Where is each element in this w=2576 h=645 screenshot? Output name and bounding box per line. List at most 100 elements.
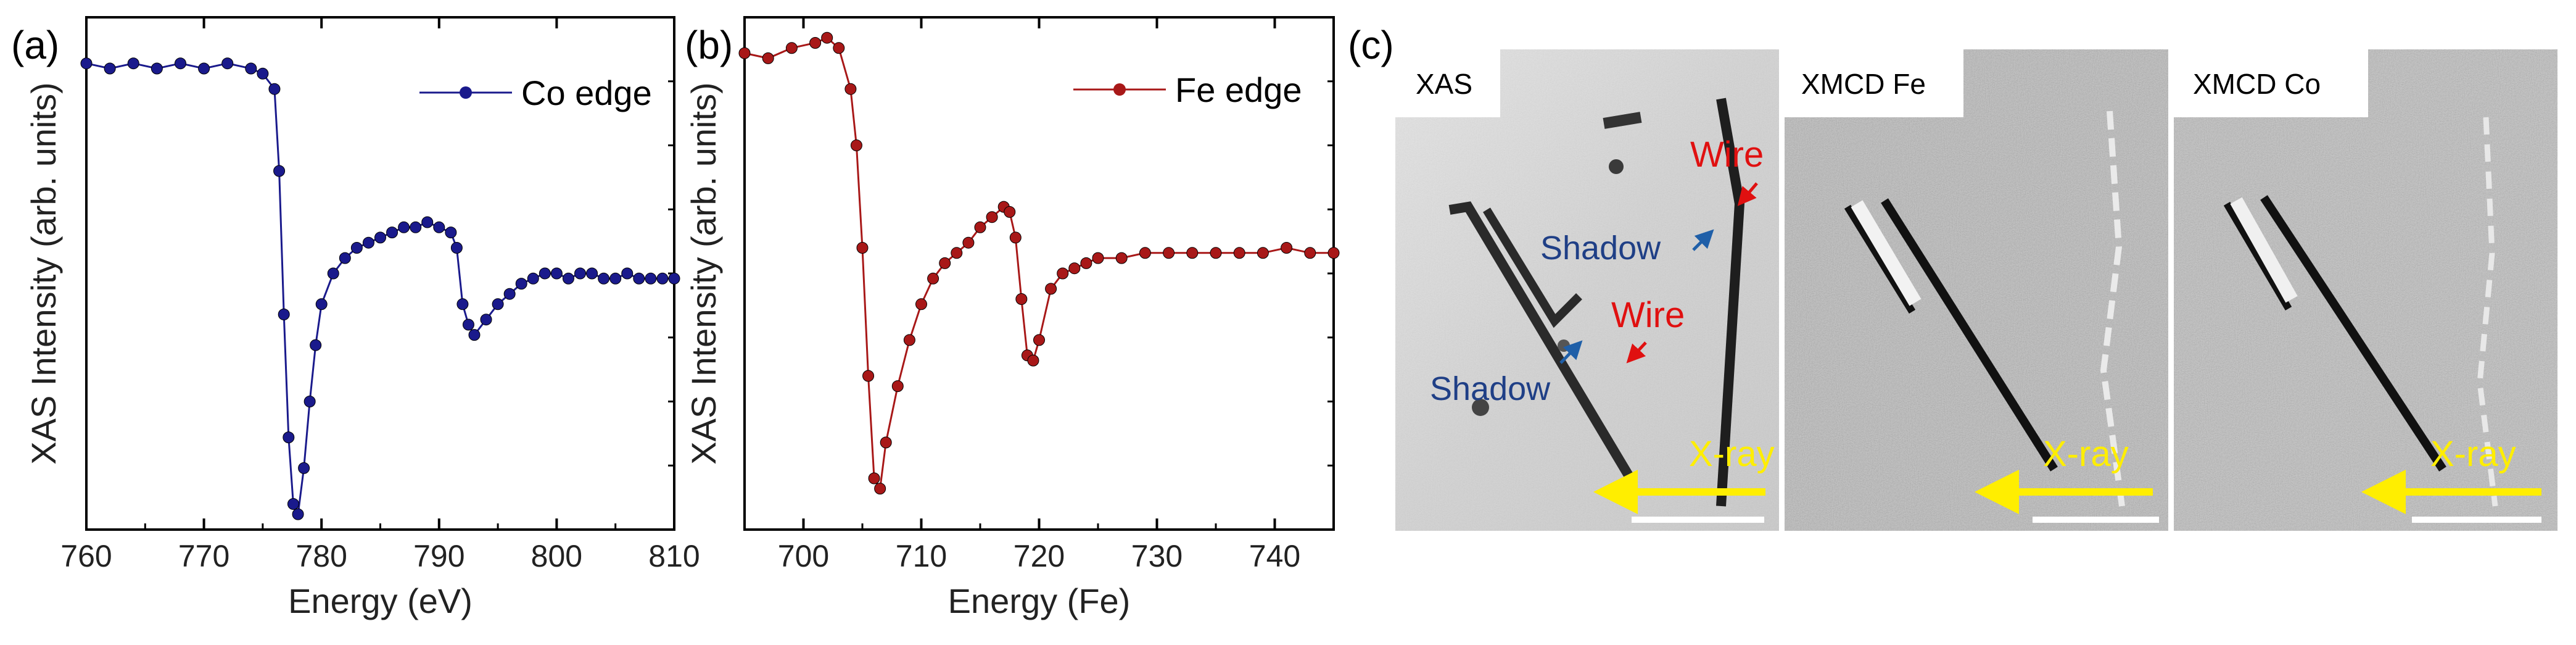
data-point-fe xyxy=(915,298,927,310)
x-axis-title-fe: Energy (Fe) xyxy=(948,581,1131,620)
data-point-fe xyxy=(868,472,880,485)
x-tick-label-co: 790 xyxy=(413,539,464,573)
data-point-co xyxy=(127,57,139,70)
x-axis-title-co: Energy (eV) xyxy=(288,581,473,620)
data-point-co xyxy=(315,298,328,310)
data-point-co xyxy=(410,221,422,233)
xmcd-fe-annotation-xray: X-ray xyxy=(2043,434,2129,474)
xas-shadow-wire-2 xyxy=(1483,207,1582,328)
xmcd-co-dark-edge-2 xyxy=(2260,195,2446,472)
data-point-co xyxy=(310,339,322,351)
data-point-co xyxy=(633,272,645,285)
data-point-fe xyxy=(1068,262,1081,275)
data-point-fe xyxy=(880,436,892,449)
xmcd-co-bright-edge xyxy=(2230,197,2298,303)
data-point-co xyxy=(421,216,434,228)
data-point-fe xyxy=(809,37,822,49)
data-point-co xyxy=(350,242,363,254)
image-xas: XAS Wire Shadow Wire Shadow X-ray xyxy=(1395,49,1779,531)
chart-co-edge: 760 770 780 790 800 810 Energy (eV) XAS Intensi… xyxy=(24,16,700,620)
xmcd-fe-bright-trace xyxy=(2100,110,2125,507)
data-point-fe xyxy=(1115,252,1128,264)
data-point-co xyxy=(386,227,398,239)
data-point-co xyxy=(562,272,574,285)
x-tick-label-fe: 730 xyxy=(1131,539,1183,573)
data-point-fe xyxy=(1233,247,1245,259)
xas-title-box xyxy=(1395,49,1500,117)
data-point-co xyxy=(503,288,516,300)
data-point-co xyxy=(80,57,93,70)
xas-image-noise xyxy=(1395,49,1779,531)
data-point-co xyxy=(621,267,634,280)
data-point-co xyxy=(656,272,669,285)
data-point-fe xyxy=(1004,206,1016,218)
data-point-fe xyxy=(1281,242,1293,254)
x-tick-label-fe: 720 xyxy=(1013,539,1065,573)
data-point-fe xyxy=(850,139,862,151)
data-point-co xyxy=(480,314,492,326)
data-point-co xyxy=(550,267,563,280)
data-point-fe xyxy=(927,272,939,285)
data-point-fe xyxy=(1327,247,1340,259)
panel-label-b: (b) xyxy=(685,23,733,67)
data-point-co xyxy=(151,62,163,75)
series-line-co xyxy=(86,62,674,518)
xmcd-fe-image-noise xyxy=(1785,49,2168,531)
xas-dark-spot-1 xyxy=(1603,112,1642,129)
data-point-fe xyxy=(738,47,751,59)
data-point-fe xyxy=(1057,267,1069,280)
x-tick-label-fe: 710 xyxy=(896,539,947,573)
data-point-fe xyxy=(1080,257,1092,269)
data-point-co xyxy=(539,267,551,280)
data-point-fe xyxy=(962,236,975,249)
data-point-co xyxy=(574,267,587,280)
xmcd-fe-bright-edge xyxy=(1851,200,1922,306)
legend-label-fe: Fe edge xyxy=(1175,70,1302,109)
x-tick-label-co: 760 xyxy=(60,539,112,573)
xmcd-co-image-noise xyxy=(2174,49,2557,531)
data-point-fe xyxy=(1045,283,1057,295)
data-point-fe xyxy=(856,242,869,254)
data-point-co xyxy=(245,62,257,75)
data-point-fe xyxy=(1139,247,1151,259)
data-point-co xyxy=(398,221,410,233)
xmcd-fe-dark-edge-1 xyxy=(1844,204,1916,314)
data-point-fe xyxy=(762,52,774,64)
x-tick-label-co: 770 xyxy=(178,539,229,573)
x-tick-label-co: 780 xyxy=(295,539,347,573)
xas-annotation-wire-mid: Wire xyxy=(1611,295,1685,335)
data-point-fe xyxy=(986,211,998,223)
data-point-co xyxy=(462,318,474,331)
data-point-fe xyxy=(951,247,963,259)
data-point-co xyxy=(287,498,299,510)
data-point-co xyxy=(327,267,339,280)
data-point-co xyxy=(283,431,295,444)
data-point-fe xyxy=(785,42,798,54)
data-point-co xyxy=(303,396,316,407)
data-point-fe xyxy=(1009,231,1022,244)
data-point-co xyxy=(221,57,234,70)
xas-annotation-xray: X-ray xyxy=(1689,434,1775,474)
xmcd-co-bright-trace xyxy=(2477,117,2498,507)
data-point-co xyxy=(374,231,386,244)
panel-label-a: (a) xyxy=(11,23,59,67)
data-point-fe xyxy=(1027,354,1039,367)
data-point-co xyxy=(586,267,598,280)
x-tick-label-co: 810 xyxy=(648,539,700,573)
data-point-co xyxy=(433,221,445,233)
xmcd-co-dark-edge-1 xyxy=(2223,201,2292,311)
x-tick-label-co: 800 xyxy=(531,539,582,573)
xas-arrow-shadow-top xyxy=(1692,229,1714,251)
panel-label-c: (c) xyxy=(1348,23,1394,67)
xas-dark-spot-3 xyxy=(1558,339,1570,352)
data-point-co xyxy=(298,462,310,474)
xas-annotation-shadow-bottom: Shadow xyxy=(1430,370,1551,407)
legend-label-co: Co edge xyxy=(521,73,652,112)
data-point-fe xyxy=(862,370,875,382)
data-point-fe xyxy=(1015,293,1028,305)
data-point-co xyxy=(598,272,610,285)
data-point-fe xyxy=(1163,247,1175,259)
xas-annotation-wire-top: Wire xyxy=(1690,135,1764,175)
xas-dark-spot-4 xyxy=(1472,399,1489,416)
y-axis-title-co: XAS Intensity (arb. units) xyxy=(24,82,63,464)
